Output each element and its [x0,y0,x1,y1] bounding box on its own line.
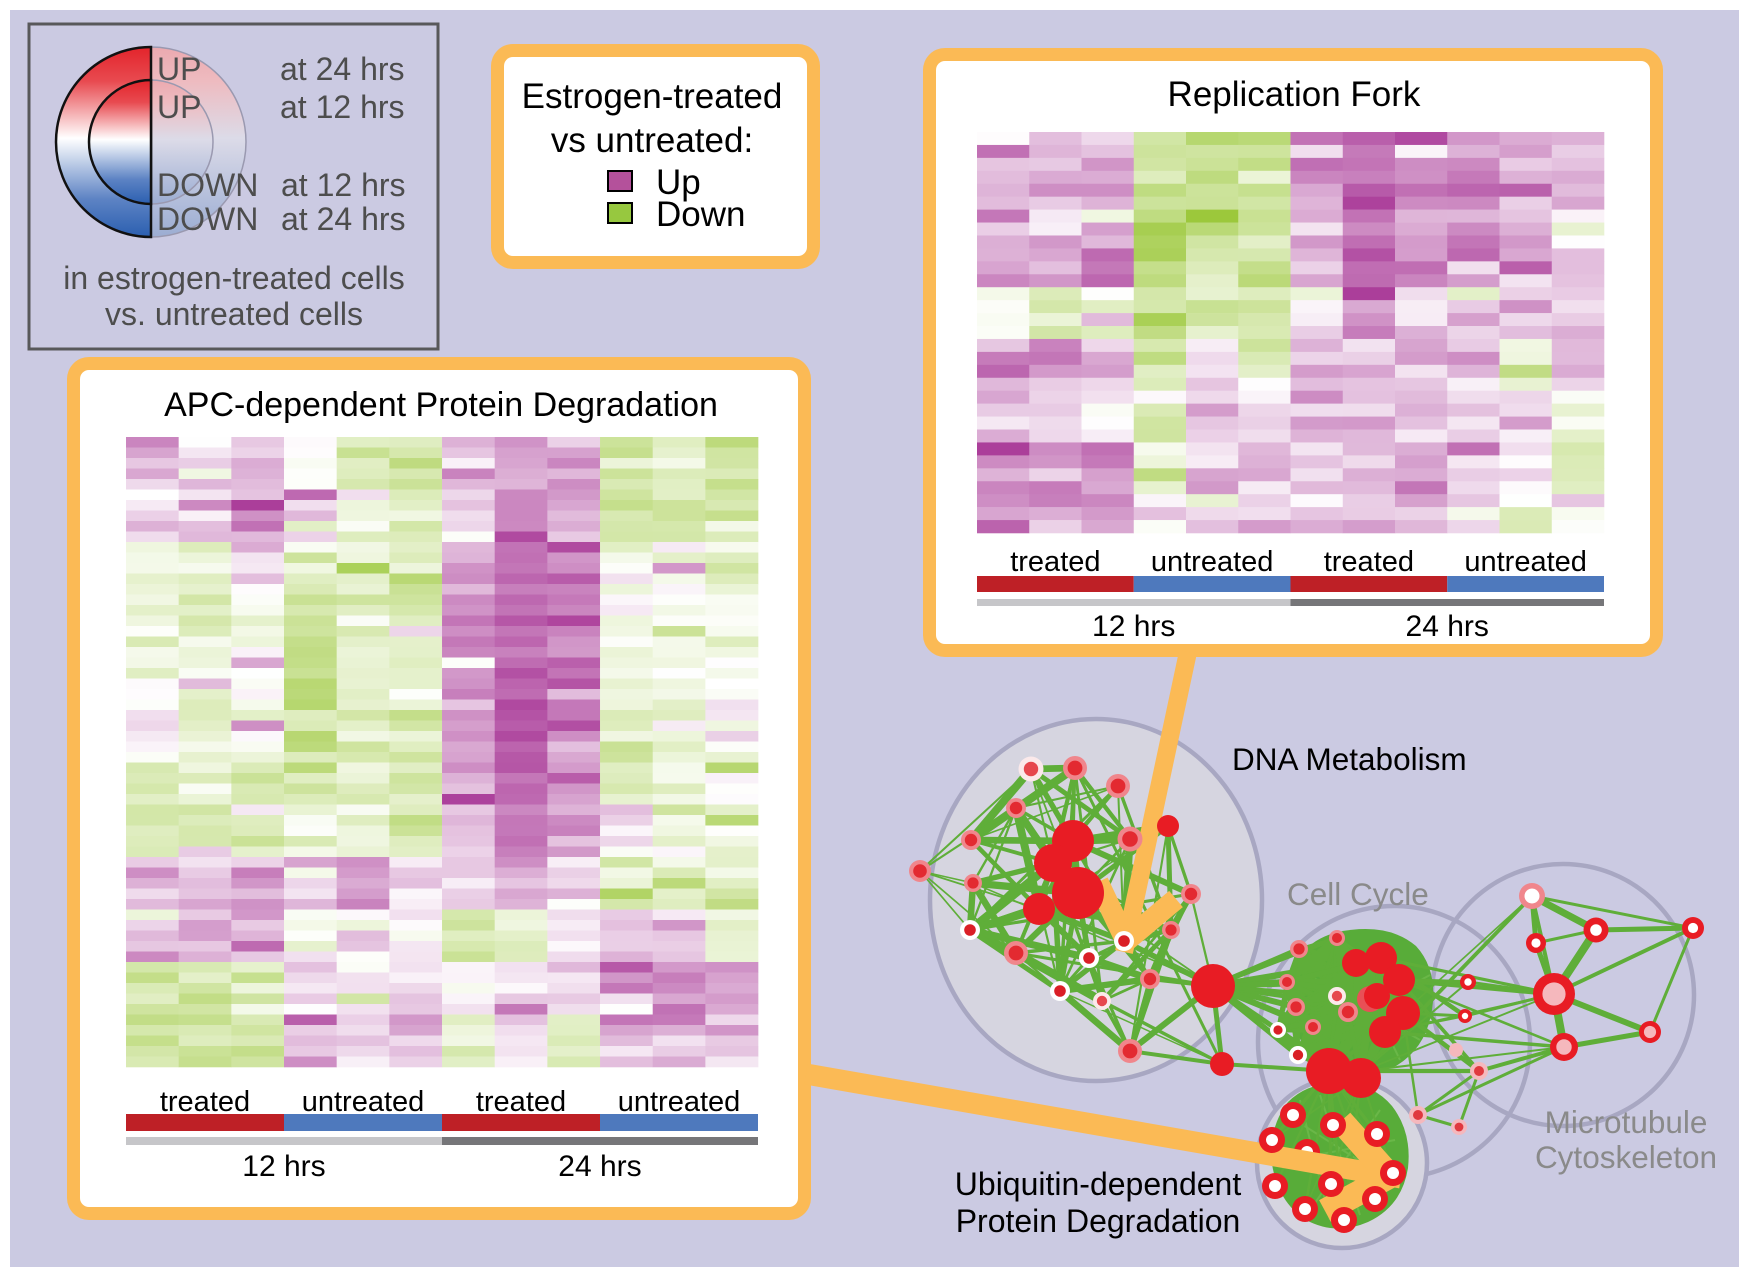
svg-text:untreated: untreated [1464,546,1587,578]
svg-text:UP: UP [157,51,201,87]
svg-text:Cell Cycle: Cell Cycle [1287,876,1429,912]
svg-text:treated: treated [160,1086,250,1118]
svg-text:24 hrs: 24 hrs [1406,610,1489,643]
svg-text:APC-dependent Protein Degradat: APC-dependent Protein Degradation [164,386,718,424]
svg-text:Estrogen-treated: Estrogen-treated [522,77,783,116]
svg-text:DOWN: DOWN [157,167,258,203]
svg-text:Ubiquitin-dependent: Ubiquitin-dependent [955,1166,1242,1202]
svg-text:at 12 hrs: at 12 hrs [281,167,406,203]
svg-text:untreated: untreated [1151,546,1274,578]
svg-text:at 12 hrs: at 12 hrs [280,89,405,125]
svg-text:Cytoskeleton: Cytoskeleton [1535,1139,1717,1175]
svg-text:Replication Fork: Replication Fork [1168,75,1421,114]
svg-text:Microtubule: Microtubule [1545,1104,1708,1140]
svg-text:untreated: untreated [302,1086,425,1118]
svg-text:DOWN: DOWN [157,201,258,237]
svg-text:12 hrs: 12 hrs [242,1150,325,1183]
svg-text:UP: UP [157,89,201,125]
svg-text:treated: treated [476,1086,566,1118]
svg-text:vs untreated:: vs untreated: [551,121,753,160]
svg-text:Up: Up [656,163,701,202]
svg-text:Down: Down [656,195,745,234]
svg-text:at 24 hrs: at 24 hrs [280,51,405,87]
svg-text:in estrogen-treated cells: in estrogen-treated cells [63,260,405,296]
svg-text:at 24 hrs: at 24 hrs [281,201,406,237]
svg-text:treated: treated [1324,546,1414,578]
svg-text:Protein Degradation: Protein Degradation [956,1203,1241,1239]
svg-text:24 hrs: 24 hrs [558,1150,641,1183]
svg-text:12 hrs: 12 hrs [1092,610,1175,643]
svg-text:treated: treated [1010,546,1100,578]
svg-text:vs. untreated cells: vs. untreated cells [105,296,363,332]
svg-text:DNA Metabolism: DNA Metabolism [1232,741,1467,777]
svg-text:untreated: untreated [618,1086,741,1118]
